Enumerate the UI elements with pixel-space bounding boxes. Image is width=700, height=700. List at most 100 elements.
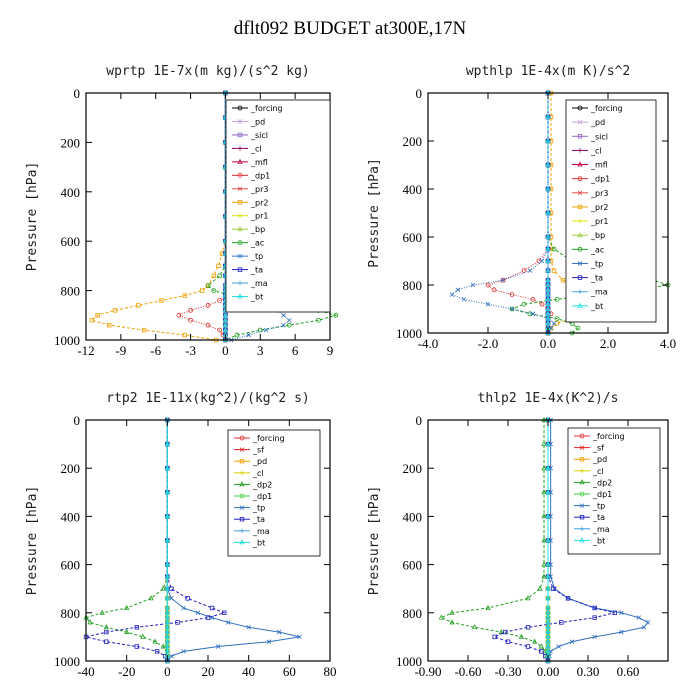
legend-label: _forcing <box>250 104 283 113</box>
y-tick-label: 1000 <box>396 326 422 341</box>
y-tick-label: 0 <box>416 413 423 428</box>
y-tick-label: 400 <box>61 509 81 524</box>
series-line <box>493 420 615 662</box>
legend: _forcing _sf _pd _cl _dp2 _dp1 _tp _ta _ma _bt <box>567 427 661 555</box>
x-tick-label: -12 <box>77 343 94 358</box>
legend-label: _ta <box>252 515 265 524</box>
x-tick-label: 0.60 <box>617 664 640 679</box>
legend: _forcing _pd _sicl _cl _mfl _dp1 _pr3 _pr2 _pr1 _… <box>225 99 331 313</box>
legend-label: _bt <box>590 302 603 311</box>
legend: _forcing _pd _sicl _cl _mfl _dp1 _pr3 _pr2 _pr1 _… <box>565 99 657 323</box>
legend-label: _pr3 <box>250 185 268 194</box>
x-tick-label: -9 <box>115 343 126 358</box>
x-tick-label: 60 <box>283 664 296 679</box>
x-tick-label: -3 <box>185 343 196 358</box>
legend-label: _ma <box>252 527 270 536</box>
series-line <box>440 420 549 662</box>
series-line <box>85 420 226 662</box>
legend-label: _forcing <box>590 104 623 113</box>
panel-title: wprtp 1E-7x(m kg)/(s^2 kg) <box>106 64 310 79</box>
legend-label: _pr2 <box>250 198 268 207</box>
x-tick-label: -6 <box>150 343 161 358</box>
y-tick-label: 0 <box>74 413 81 428</box>
legend-label: _bt <box>592 536 605 545</box>
panel-title: wpthlp 1E-4x(m K)/s^2 <box>466 64 630 79</box>
y-tick-label: 800 <box>61 284 81 299</box>
legend-label: _sf <box>252 446 264 455</box>
y-tick-label: 400 <box>61 185 81 200</box>
x-tick-label: -0.60 <box>454 664 481 679</box>
legend-label: _bt <box>250 293 263 302</box>
y-tick-label: 0 <box>74 86 81 101</box>
series-bt <box>545 416 551 663</box>
y-tick-label: 400 <box>403 182 423 197</box>
legend-label: _dp1 <box>250 171 270 180</box>
legend-label: _pr2 <box>590 203 608 212</box>
legend-label: _ta <box>592 513 605 522</box>
x-tick-label: -0.90 <box>414 664 441 679</box>
legend-label: _ac <box>590 245 604 254</box>
y-tick-label: 1000 <box>54 333 80 348</box>
legend-label: _sicl <box>250 131 268 140</box>
legend-label: _ta <box>590 274 603 283</box>
legend-label: _bp <box>590 231 605 240</box>
series-line <box>510 93 669 334</box>
series-line <box>90 93 226 341</box>
panel-3: rtp2 1E-11x(kg^2)/(kg^2 s) Pressure [hPa]… <box>25 391 337 679</box>
panel-1: wprtp 1E-7x(m kg)/(s^2 kg) Pressure [hPa]… <box>25 64 339 358</box>
legend-label: _ta <box>250 266 263 275</box>
y-tick-label: 800 <box>403 278 423 293</box>
series-line <box>486 93 552 333</box>
x-tick-label: 40 <box>242 664 255 679</box>
panel-4: thlp2 1E-4x(K^2)/s Pressure [hPa] -0.90 -0.… <box>367 391 669 679</box>
y-axis-label: Pressure [hPa] <box>25 162 40 272</box>
legend-label: _tp <box>592 502 605 511</box>
legend-label: _pr3 <box>590 189 608 198</box>
y-axis-label: Pressure [hPa] <box>25 486 40 596</box>
legend-label: _mfl <box>590 161 608 170</box>
y-tick-label: 600 <box>403 558 423 573</box>
y-tick-label: 200 <box>403 134 423 149</box>
legend-label: _ac <box>250 239 264 248</box>
legend-label: _forcing <box>252 434 285 443</box>
series-dp1 <box>485 90 554 336</box>
legend-label: _sicl <box>590 132 608 141</box>
legend-label: _tp <box>252 504 265 513</box>
panel-title: rtp2 1E-11x(kg^2)/(kg^2 s) <box>106 391 310 406</box>
x-tick-label: 0.0 <box>540 336 556 351</box>
panel-title: thlp2 1E-4x(K^2)/s <box>478 391 619 406</box>
x-tick-label: 0.30 <box>577 664 600 679</box>
legend-label: _dp2 <box>252 480 272 489</box>
legend-label: _pd <box>590 118 605 127</box>
legend-label: _pr1 <box>250 212 268 221</box>
y-axis-label: Pressure [hPa] <box>367 158 382 268</box>
series-dp2 <box>438 416 551 663</box>
x-tick-label: -40 <box>77 664 94 679</box>
x-tick-label: 80 <box>324 664 337 679</box>
legend-label: _pd <box>592 455 607 464</box>
panel-2: wpthlp 1E-4x(m K)/s^2 Pressure [hPa] -4.0 -… <box>367 64 676 351</box>
y-tick-label: 600 <box>61 234 81 249</box>
x-tick-label: -20 <box>118 664 135 679</box>
legend-label: _cl <box>592 467 604 476</box>
x-tick-label: 20 <box>202 664 215 679</box>
legend-label: _sf <box>592 444 604 453</box>
y-tick-label: 1000 <box>54 654 80 669</box>
series-tp <box>449 90 557 336</box>
y-tick-label: 0 <box>416 86 423 101</box>
legend-label: _cl <box>590 146 602 155</box>
x-tick-label: -0.30 <box>494 664 521 679</box>
legend-label: _mfl <box>250 158 268 167</box>
legend: _forcing _sf _pd _cl _dp2 _dp1 _tp _ta _ma _bt <box>227 429 321 557</box>
legend-label: _ma <box>590 288 608 297</box>
legend-label: _dp1 <box>252 492 272 501</box>
x-tick-label: -4.0 <box>418 336 439 351</box>
legend-label: _pd <box>252 457 267 466</box>
x-tick-label: 4.0 <box>660 336 676 351</box>
y-tick-label: 800 <box>403 606 423 621</box>
y-tick-label: 800 <box>61 606 81 621</box>
legend-label: _pd <box>250 117 265 126</box>
x-tick-label: 0.00 <box>537 664 560 679</box>
legend-label: _forcing <box>592 432 625 441</box>
y-tick-label: 600 <box>61 558 81 573</box>
